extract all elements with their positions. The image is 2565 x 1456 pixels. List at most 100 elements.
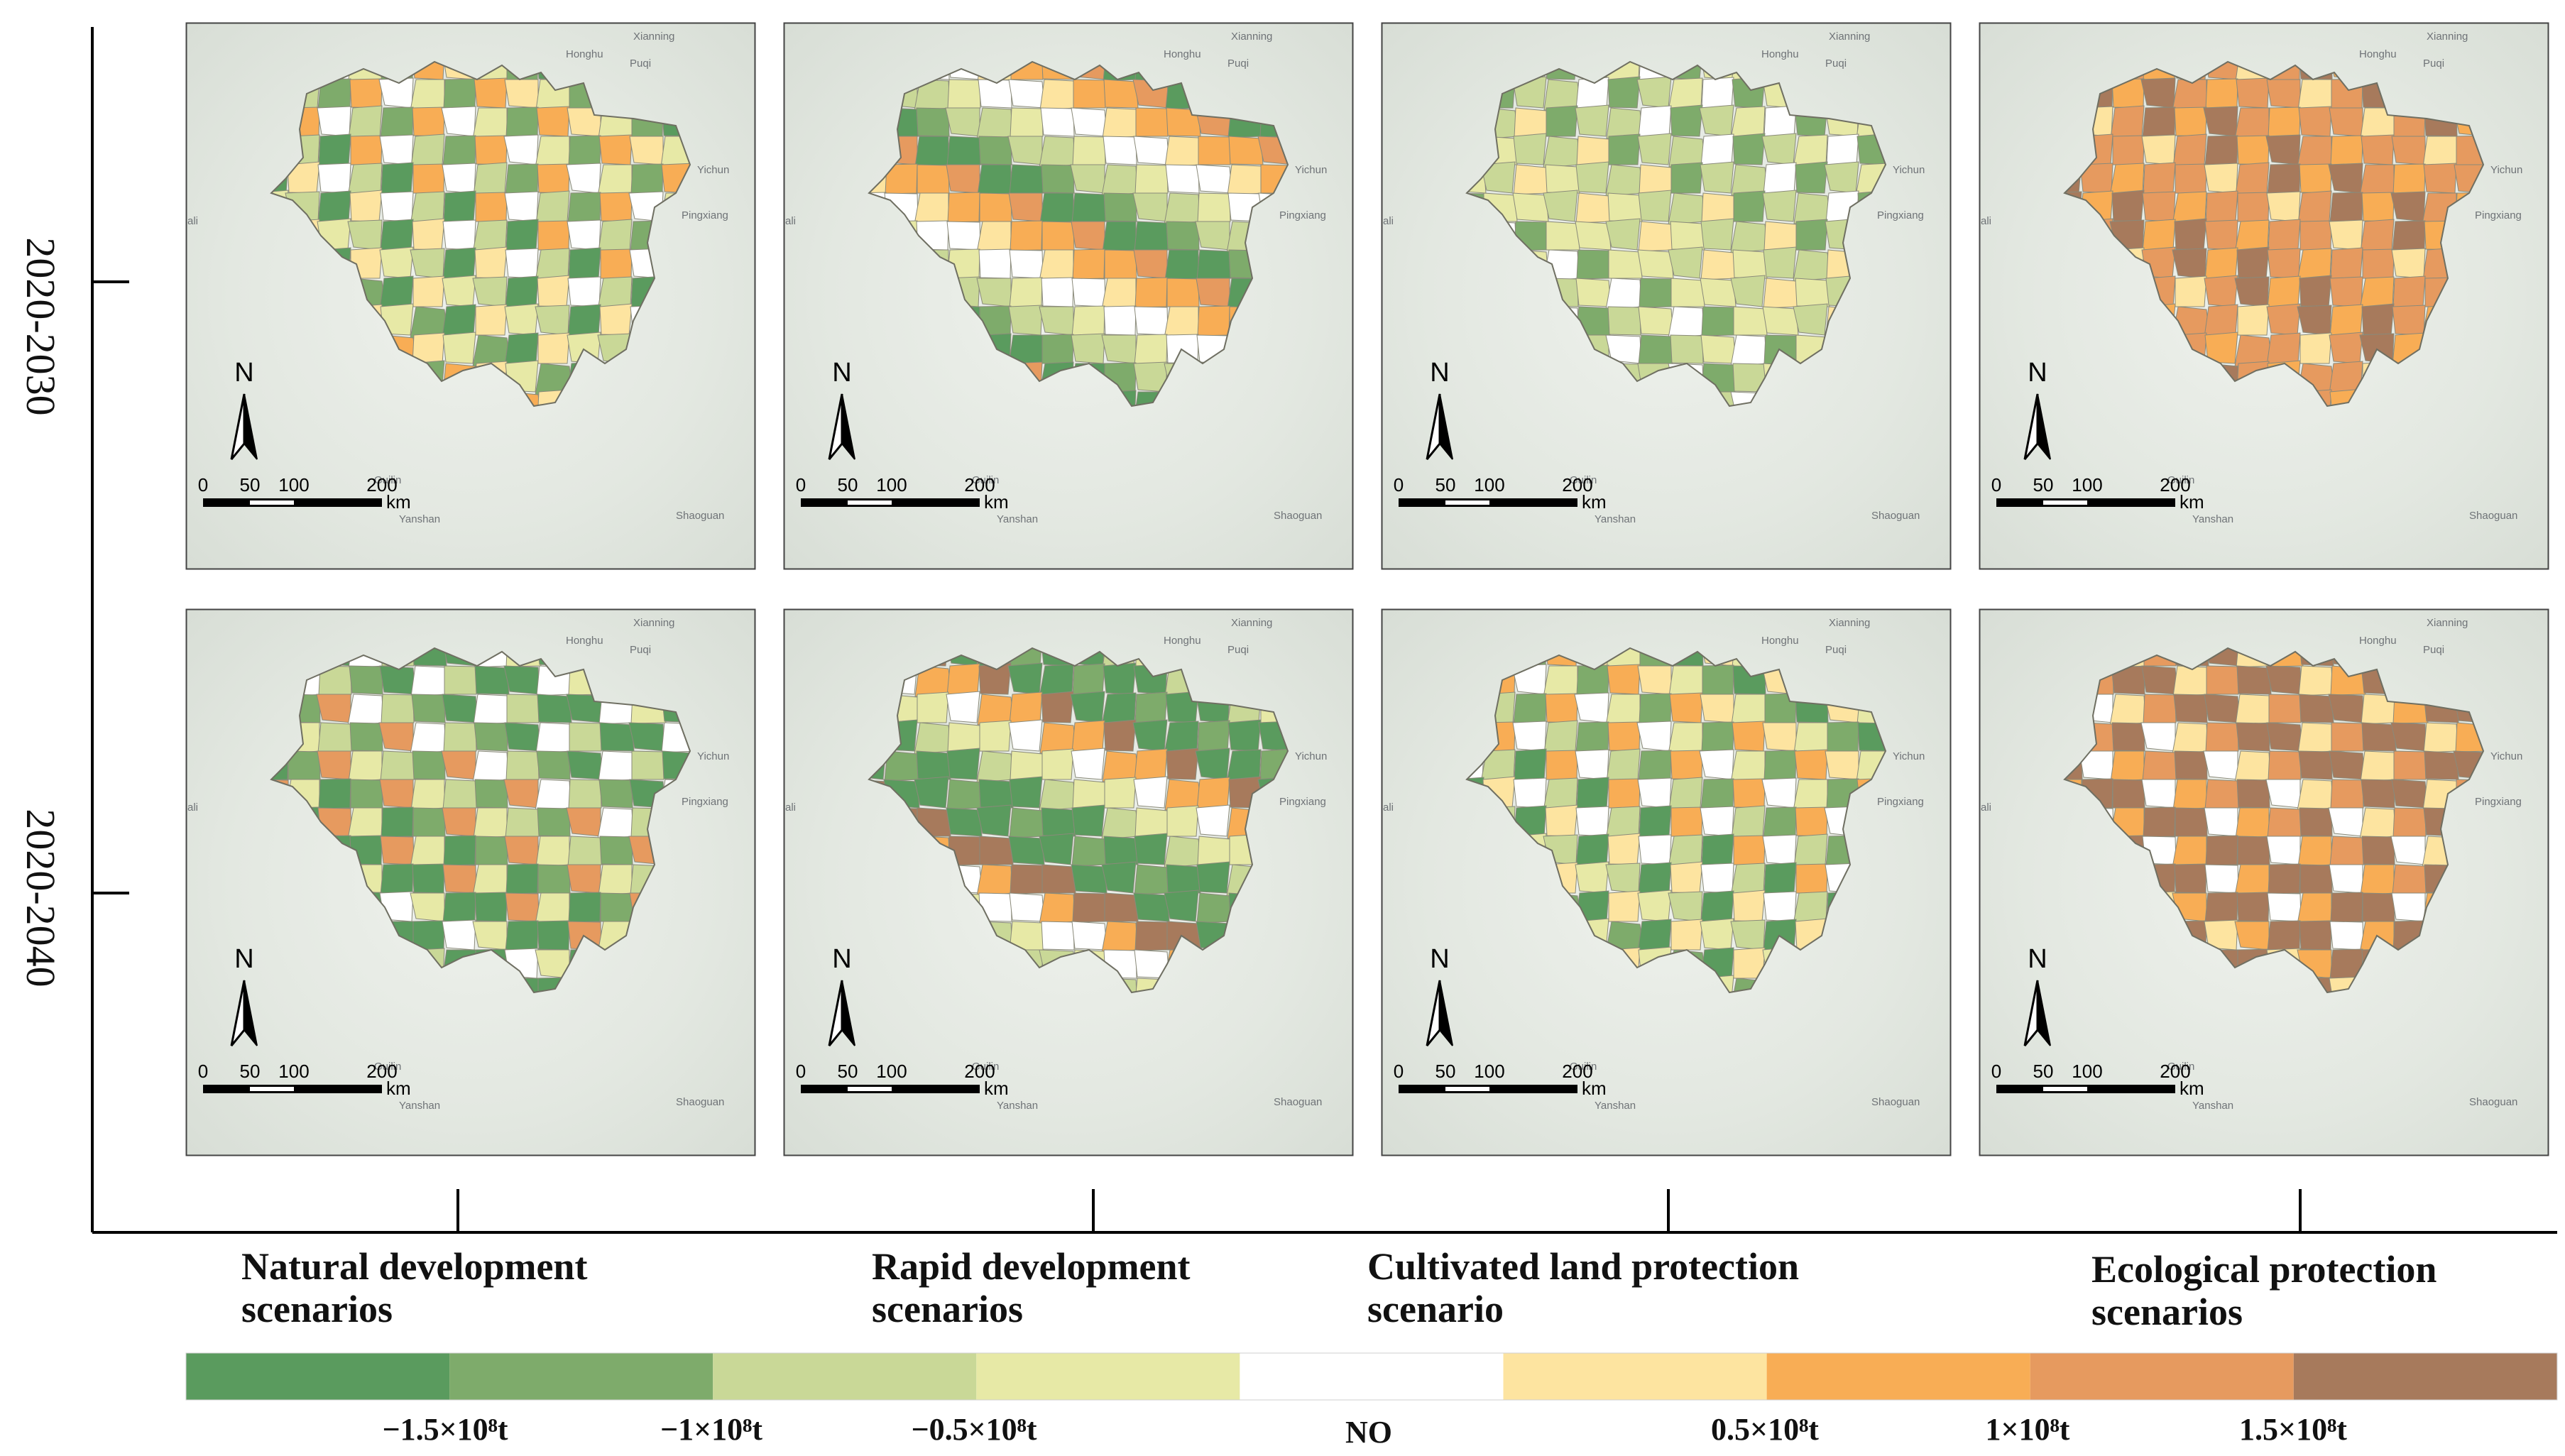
county-cell — [2266, 191, 2301, 222]
county-cell — [537, 694, 572, 723]
county-cell — [1670, 278, 1705, 307]
county-cell — [1071, 804, 1105, 837]
county-cell — [977, 694, 1014, 726]
county-cell — [1668, 777, 1703, 811]
map-panel-1-4: Xianning Honghu Puqi Yichun Pingxiang Guilin Y… — [1979, 22, 2549, 570]
county-cell — [2329, 864, 2363, 894]
scale-tick-label: 50 — [1435, 1061, 1456, 1082]
county-cell — [2329, 332, 2363, 364]
panel-frame — [1381, 22, 1952, 570]
north-arrow-left — [230, 393, 246, 460]
county-cell — [1104, 892, 1139, 922]
county-cell — [1009, 691, 1043, 725]
county-cell — [1668, 192, 1706, 225]
province-outline — [868, 60, 1289, 407]
county-cell — [2205, 722, 2239, 752]
legend-label-minus-1-5: −1.5×10⁸t — [383, 1412, 508, 1447]
county-cell — [412, 750, 446, 780]
county-cell — [379, 275, 414, 310]
county-cell — [1164, 249, 1199, 281]
place-name: Honghu — [1164, 635, 1201, 647]
county-cell — [380, 219, 414, 252]
place-labels: Xianning Honghu Puqi Yichun Pingxiang Guilin Y… — [187, 617, 729, 1112]
place-name: Xianning — [1829, 31, 1870, 43]
county-cell — [1670, 104, 1703, 137]
county-cell — [412, 275, 445, 307]
place-name: Puqi — [1825, 644, 1847, 656]
county-cell — [381, 694, 415, 724]
county-cell — [442, 304, 476, 338]
county-cell — [976, 278, 1012, 307]
place-labels: Xianning Honghu Puqi Yichun Pingxiang Guilin Y… — [1383, 31, 1925, 525]
column-label-ecological-line1: Ecological protection — [2091, 1248, 2437, 1291]
county-cell — [2174, 863, 2207, 894]
county-cell — [1639, 693, 1672, 724]
county-cell — [599, 192, 633, 222]
county-cell — [2236, 135, 2270, 165]
county-cell — [1196, 804, 1230, 837]
county-cell — [2298, 665, 2334, 696]
county-cell — [1134, 164, 1169, 195]
county-cell — [2204, 332, 2238, 364]
county-cell — [1072, 663, 1105, 696]
county-cell — [1513, 777, 1547, 809]
county-cell — [1101, 334, 1137, 364]
scale-tick-label: 100 — [876, 474, 907, 496]
county-cell — [2267, 163, 2301, 195]
county-cell — [474, 77, 508, 109]
county-cell — [1166, 278, 1200, 307]
county-cell — [504, 79, 539, 109]
county-cell — [1608, 778, 1641, 809]
county-cell — [2361, 303, 2395, 336]
county-cell — [318, 778, 351, 809]
county-cell — [442, 163, 476, 194]
county-cell — [978, 79, 1012, 109]
county-cell — [1543, 190, 1578, 222]
county-cell — [1071, 221, 1105, 251]
county-cell — [1195, 748, 1230, 780]
county-cell — [946, 779, 983, 810]
county-cell — [473, 162, 508, 196]
scale-tick-label: 0 — [796, 474, 806, 496]
scale-tick-label: 50 — [838, 1061, 858, 1082]
legend-label-minus-1: −1×10⁸t — [660, 1412, 762, 1447]
county-cell — [537, 332, 570, 364]
scale-bar-segment-white — [848, 1087, 892, 1091]
county-cell — [2174, 218, 2207, 251]
county-cell — [474, 722, 508, 752]
county-cell — [441, 106, 476, 137]
county-cell — [628, 722, 665, 752]
county-cell — [1638, 334, 1673, 366]
county-cell — [1041, 921, 1075, 951]
map-panel-2-1: Xianning Honghu Puqi Yichun Pingxiang Guilin Y… — [185, 608, 756, 1156]
county-cell — [2423, 722, 2459, 753]
county-cell — [1071, 921, 1108, 951]
county-cell — [1513, 133, 1547, 165]
county-cell — [2237, 836, 2270, 865]
county-cell — [1638, 221, 1675, 252]
county-cell — [410, 722, 447, 755]
scale-tick-label: 200 — [1562, 474, 1592, 496]
county-cell — [1196, 777, 1230, 810]
county-cell — [2141, 779, 2176, 809]
county-cell — [1070, 164, 1105, 194]
place-name: Yanshan — [1595, 1100, 1636, 1112]
county-cell — [566, 807, 601, 837]
county-cell — [2112, 779, 2145, 809]
scale-tick-label: 0 — [796, 1061, 806, 1082]
county-cell — [2362, 248, 2395, 279]
county-cell — [629, 136, 664, 165]
county-cell — [1041, 164, 1075, 194]
county-cell — [1700, 133, 1734, 167]
county-cell — [505, 163, 539, 195]
county-cell — [914, 192, 949, 225]
column-label-ecological-line2: scenarios — [2091, 1291, 2243, 1333]
county-cell — [1607, 306, 1641, 336]
county-cell — [1196, 249, 1232, 280]
county-cell — [504, 722, 541, 752]
county-cell — [1164, 890, 1199, 922]
county-cell — [1164, 779, 1202, 811]
county-cell — [1039, 306, 1074, 336]
county-cell — [2203, 750, 2238, 780]
county-cell — [2330, 135, 2363, 166]
